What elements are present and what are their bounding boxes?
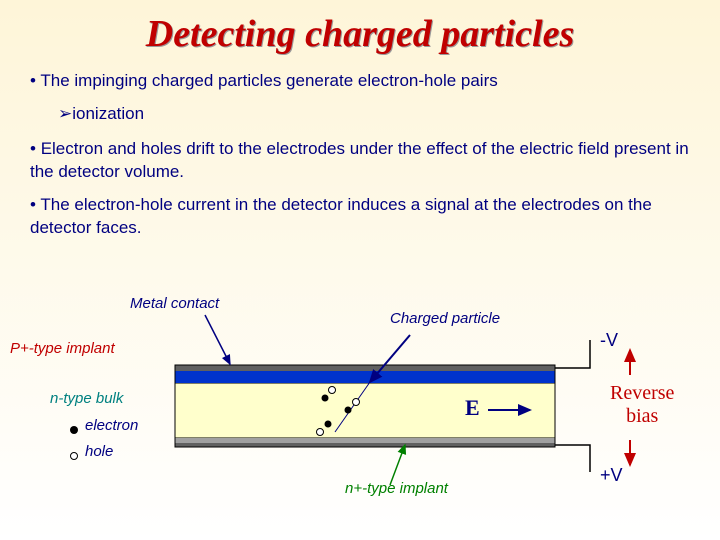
bullet-1: • The impinging charged particles genera…	[30, 70, 690, 93]
label-n-bulk: n-type bulk	[50, 390, 123, 407]
hole-dot-icon	[70, 452, 78, 460]
label-p-implant: P+-type implant	[10, 340, 115, 357]
label-metal-contact: Metal contact	[130, 295, 219, 312]
label-hole: hole	[85, 443, 113, 460]
label-electron: electron	[85, 417, 138, 434]
sub-bullet-1: ➢ionization	[58, 103, 690, 126]
bullet-1-text: The impinging charged particles generate…	[40, 71, 497, 90]
bullet-list: • The impinging charged particles genera…	[0, 56, 720, 240]
bullet-2-text: Electron and holes drift to the electrod…	[30, 139, 689, 181]
sub-bullet-1-text: ionization	[72, 104, 144, 123]
page-title: Detecting charged particles	[0, 0, 720, 56]
label-minus-v: -V	[600, 330, 618, 351]
electron-dot-icon	[70, 426, 78, 434]
bullet-3: • The electron-hole current in the detec…	[30, 194, 690, 240]
bullet-3-text: The electron-hole current in the detecto…	[30, 195, 652, 237]
label-efield: E	[465, 395, 480, 421]
label-charged-particle: Charged particle	[390, 310, 500, 327]
label-plus-v: +V	[600, 465, 623, 486]
label-reverse-bias: Reverse bias	[610, 382, 674, 428]
label-n-implant: n+-type implant	[345, 480, 448, 497]
bullet-2: • Electron and holes drift to the electr…	[30, 138, 690, 184]
detector-diagram: Metal contact Charged particle P+-type i…	[30, 320, 690, 530]
